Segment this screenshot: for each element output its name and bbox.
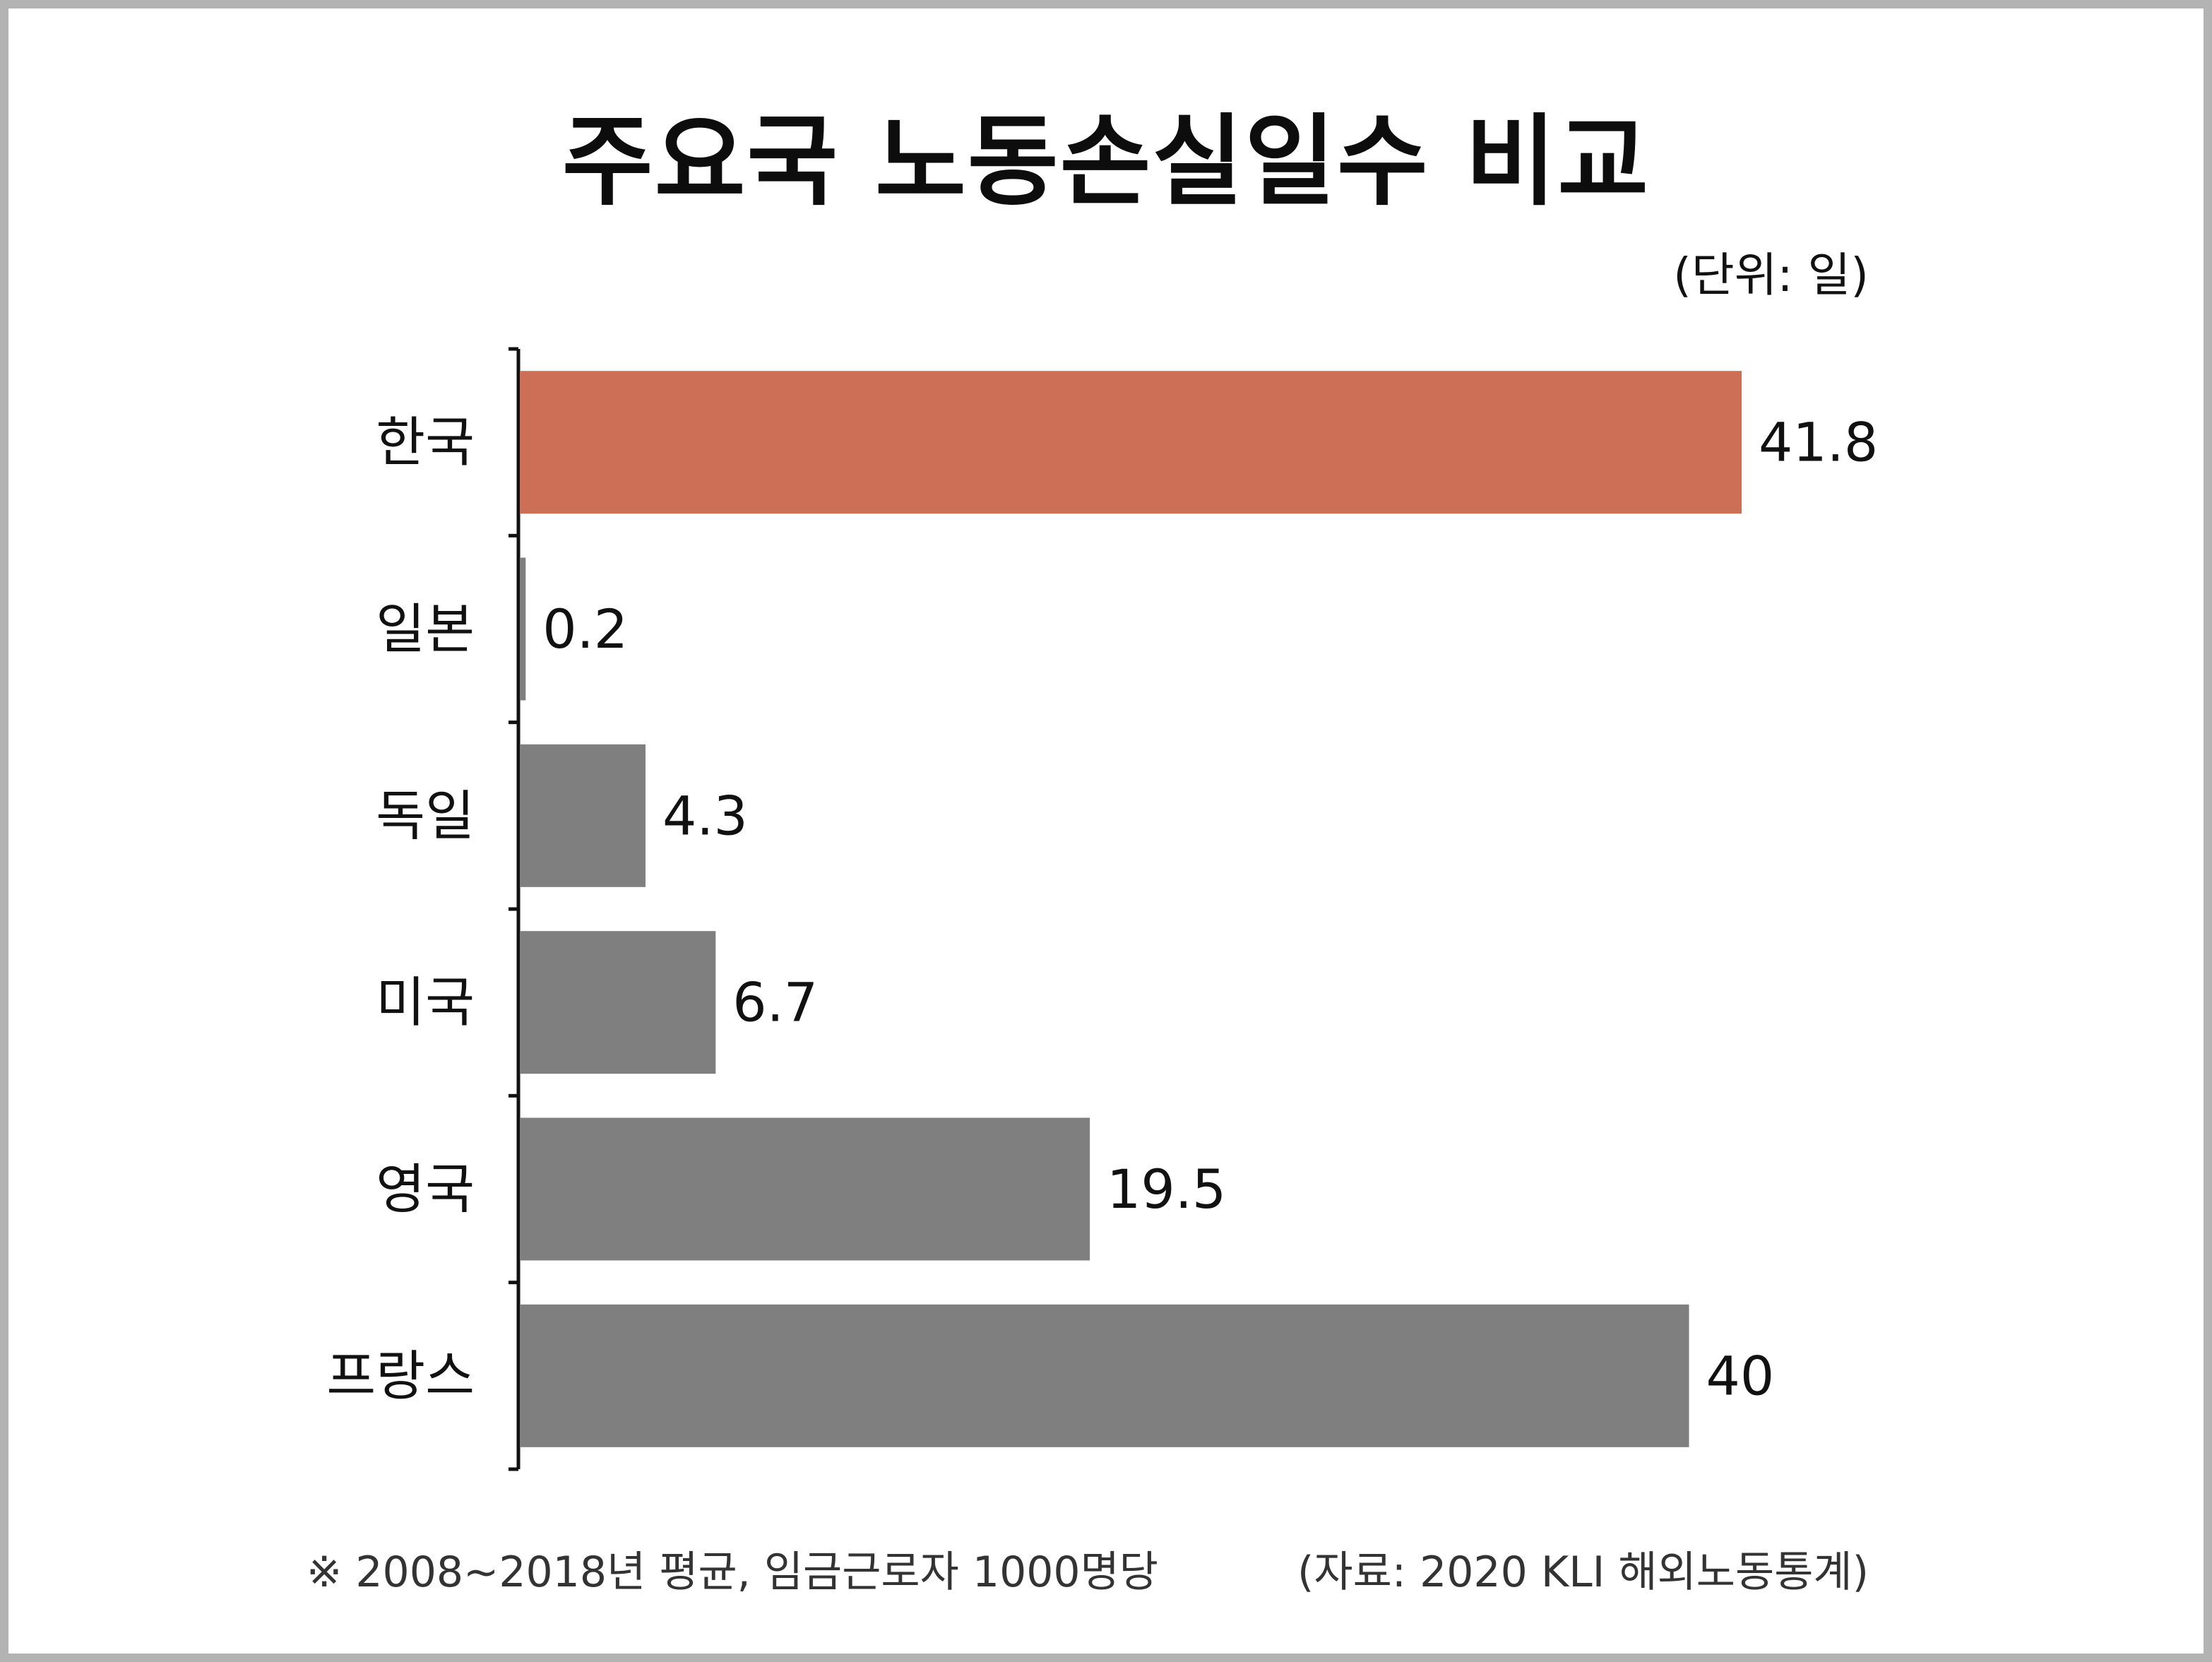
category-label: 한국 <box>376 411 475 474</box>
footnote: ※ 2008~2018년 평균, 임금근로자 1000명당 <box>307 1548 1158 1597</box>
value-label: 40 <box>1706 1344 1775 1407</box>
value-label: 4.3 <box>662 784 748 847</box>
bar-5 <box>520 1304 1689 1447</box>
category-label: 프랑스 <box>326 1344 475 1407</box>
category-label: 영국 <box>376 1158 475 1221</box>
category-label: 독일 <box>376 784 475 847</box>
value-label: 6.7 <box>732 971 818 1034</box>
category-label: 일본 <box>376 598 475 660</box>
bar-3 <box>520 931 716 1074</box>
unit-label: (단위: 일) <box>1673 248 1869 302</box>
value-label: 0.2 <box>542 598 628 660</box>
bar-2 <box>520 744 646 887</box>
value-label: 19.5 <box>1107 1158 1226 1221</box>
chart-title: 주요국 노동손실일수 비교 <box>561 105 1651 220</box>
category-label: 미국 <box>376 971 475 1034</box>
bar-1 <box>520 557 526 701</box>
bar-0 <box>520 371 1742 514</box>
bar-4 <box>520 1117 1090 1261</box>
source-note: (자료: 2020 KLI 해외노동통계) <box>1297 1548 1869 1597</box>
value-label: 41.8 <box>1759 411 1878 474</box>
